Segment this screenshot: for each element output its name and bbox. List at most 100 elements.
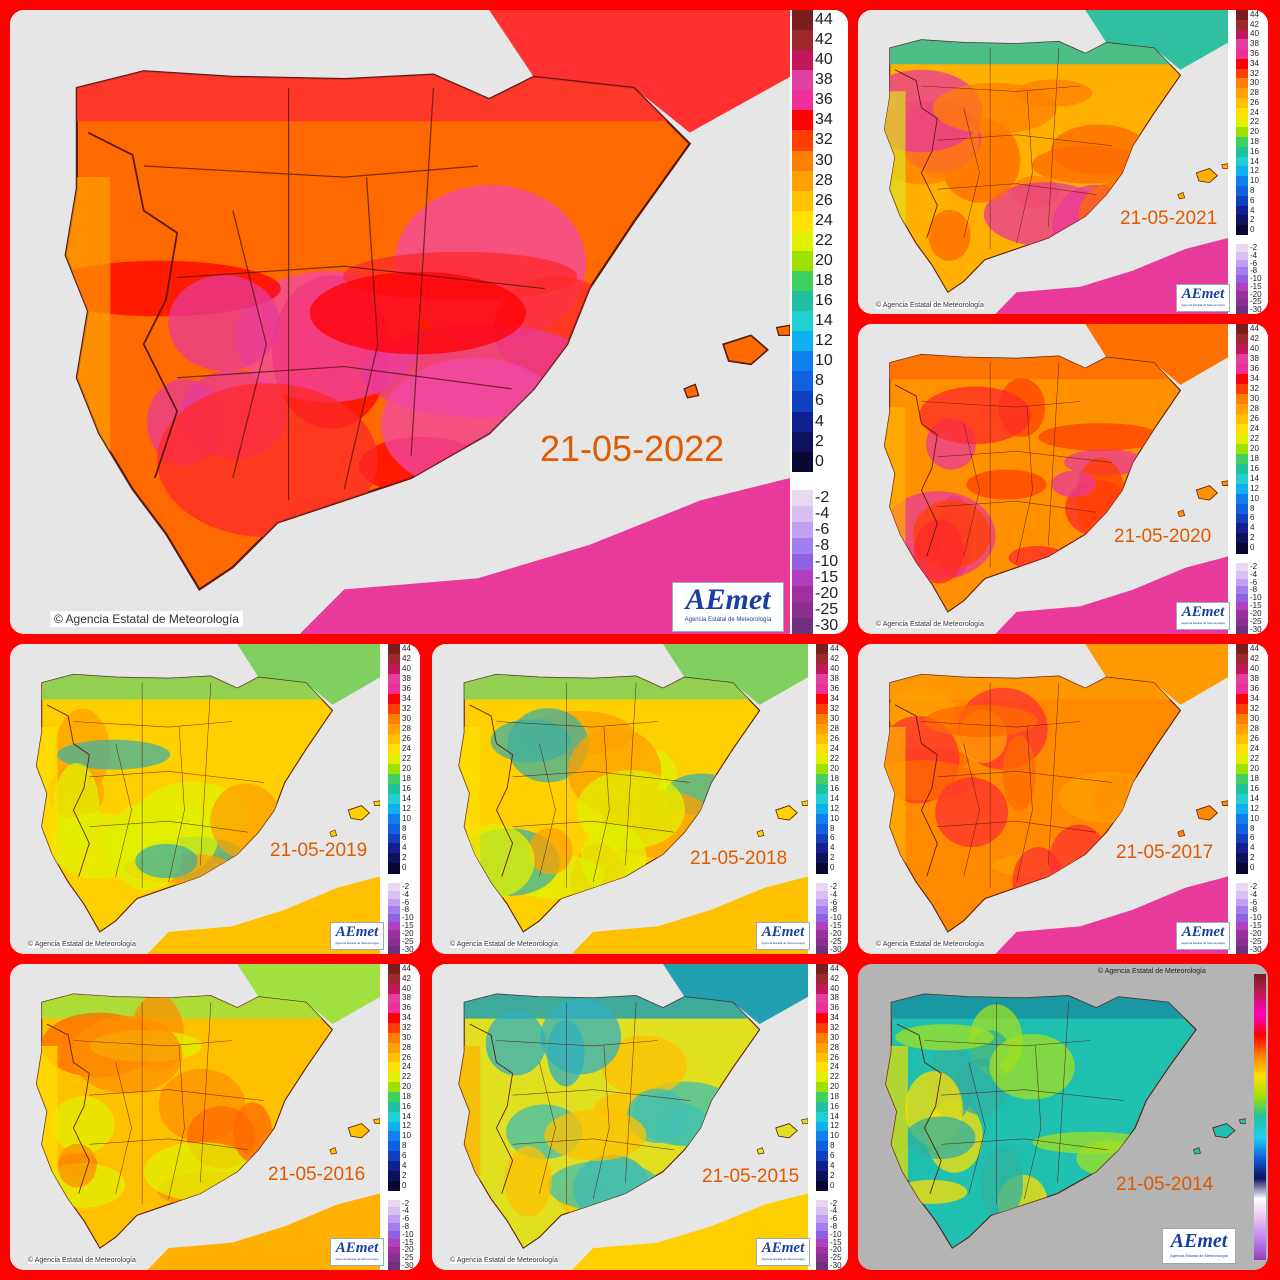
legend-swatch (388, 733, 400, 745)
legend-color-bar (792, 10, 813, 634)
legend-tick-label: 38 (402, 673, 411, 683)
legend-tick-label: -25 (1250, 937, 1262, 947)
legend-swatch (388, 964, 400, 975)
portugal-border (894, 704, 938, 877)
legend-tick-label: 42 (1250, 333, 1259, 343)
legend-tick-label: 36 (1250, 49, 1259, 58)
legend-swatch (1236, 626, 1248, 634)
legend-tick-label: 10 (1250, 176, 1259, 186)
legend-tick-label: -20 (1250, 289, 1262, 299)
legend-swatch (388, 1101, 400, 1113)
legend-tick-label: 40 (1250, 29, 1259, 39)
legend-swatch (792, 130, 813, 152)
legend-swatch (1236, 898, 1248, 907)
temperature-legend-bar (1254, 974, 1266, 1260)
legend-tick-label: 8 (815, 372, 824, 390)
legend-swatch (816, 863, 828, 874)
legend-swatch (792, 351, 813, 372)
legend-swatch (1236, 723, 1248, 735)
temperature-legend: 44 42 40 38 36 34 32 30 28 26 24 22 20 18 16 14 12 10 8 6 4 2… (1236, 10, 1268, 314)
legend-swatch (388, 1262, 400, 1270)
temperature-zone (576, 770, 685, 849)
legend-tick-label: 28 (1250, 88, 1259, 98)
legend-swatch (816, 813, 828, 825)
legend-swatch (388, 1254, 400, 1263)
legend-swatch (1236, 882, 1248, 892)
legend-swatch (816, 763, 828, 775)
legend-tick-label: -25 (402, 937, 414, 947)
legend-tick-label: 44 (830, 964, 839, 973)
temperature-map-2015 (432, 964, 808, 1270)
legend-swatch (1236, 127, 1248, 138)
province-border (937, 771, 1112, 783)
legend-tick-label: 16 (402, 783, 411, 793)
logo-subtitle: Agencia Estatal de Meteorología (1181, 303, 1225, 307)
legend-swatch (1236, 215, 1248, 226)
legend-swatch (388, 973, 400, 985)
legend-tick-label: 22 (830, 753, 839, 763)
legend-tick-label: -15 (1250, 921, 1262, 931)
legend-tick-label: -20 (830, 929, 842, 939)
aemet-logo: AEmet Agencia Estatal de Meteorología (330, 922, 384, 950)
copyright-credit: © Agencia Estatal de Meteorología (876, 302, 984, 309)
legend-tick-label: 26 (1250, 413, 1259, 423)
legend-swatch (388, 663, 400, 675)
credit-text: Agencia Estatal de Meteorología (34, 941, 136, 948)
legend-tick-label: 16 (1250, 146, 1259, 156)
legend-tick-label: 18 (1250, 773, 1259, 783)
legend-tick-label: 12 (1250, 803, 1259, 813)
legend-tick-label: 0 (830, 1180, 835, 1190)
legend-swatch (816, 1230, 828, 1240)
legend-tick-label: -4 (815, 505, 830, 523)
legend-tick-label: -15 (402, 1237, 414, 1247)
temperature-map-2021 (858, 10, 1228, 314)
legend-swatch (816, 853, 828, 864)
temperature-zone (989, 1033, 1075, 1100)
ibiza-island (1177, 191, 1186, 200)
legend-tick-label: -25 (830, 937, 842, 947)
temperature-zone (135, 843, 198, 879)
legend-swatch (816, 1091, 828, 1103)
legend-tick-label: 16 (1250, 783, 1259, 793)
legend-tick-label: 16 (815, 292, 833, 310)
legend-swatch (792, 170, 813, 192)
legend-tick-label: 40 (402, 983, 411, 993)
legend-swatch (1236, 483, 1248, 495)
legend-swatch (1236, 602, 1248, 611)
legend-swatch (388, 1042, 400, 1054)
north-africa-region (147, 876, 380, 954)
temperature-field (884, 354, 1181, 584)
legend-tick-label: -10 (815, 553, 839, 571)
legend-swatch (388, 946, 400, 954)
legend-tick-label: 26 (1250, 97, 1259, 107)
legend-swatch (388, 763, 400, 775)
legend-tick-label: 42 (830, 973, 839, 983)
legend-swatch (816, 743, 828, 755)
legend-tick-label: -10 (830, 913, 842, 923)
legend-tick-label: -10 (1250, 274, 1262, 284)
legend-tick-label: -8 (402, 1221, 410, 1231)
legend-tick-label: 24 (402, 743, 411, 753)
legend-swatch (1236, 533, 1248, 544)
legend-tick-label: -30 (830, 945, 842, 954)
legend-tick-label: 14 (402, 1111, 411, 1121)
logo-subtitle: Agencia Estatal de Meteorología (684, 617, 772, 623)
legend-tick-label: 34 (402, 693, 411, 703)
legend-tick-label: 24 (402, 1062, 411, 1072)
legend-swatch (1236, 743, 1248, 755)
legend-tick-label: 28 (1250, 403, 1259, 413)
logo-subtitle: Agencia Estatal de Meteorología (1181, 621, 1225, 625)
legend-tick-label: 32 (815, 131, 833, 149)
map-panel-2016: 21-05-2016 © Agencia Estatal de Meteorol… (10, 964, 420, 1270)
legend-swatch (388, 983, 400, 995)
legend-tick-label: 12 (830, 803, 839, 813)
legend-tick-label: 14 (402, 793, 411, 803)
legend-tick-label: 6 (1250, 833, 1255, 843)
province-border (921, 721, 1081, 728)
legend-swatch (816, 1262, 828, 1270)
province-border (924, 1040, 1091, 1047)
credit-text: Agencia Estatal de Meteorología (882, 941, 984, 948)
legend-swatch (388, 773, 400, 785)
legend-swatch (792, 230, 813, 252)
temperature-zone (895, 1024, 994, 1051)
